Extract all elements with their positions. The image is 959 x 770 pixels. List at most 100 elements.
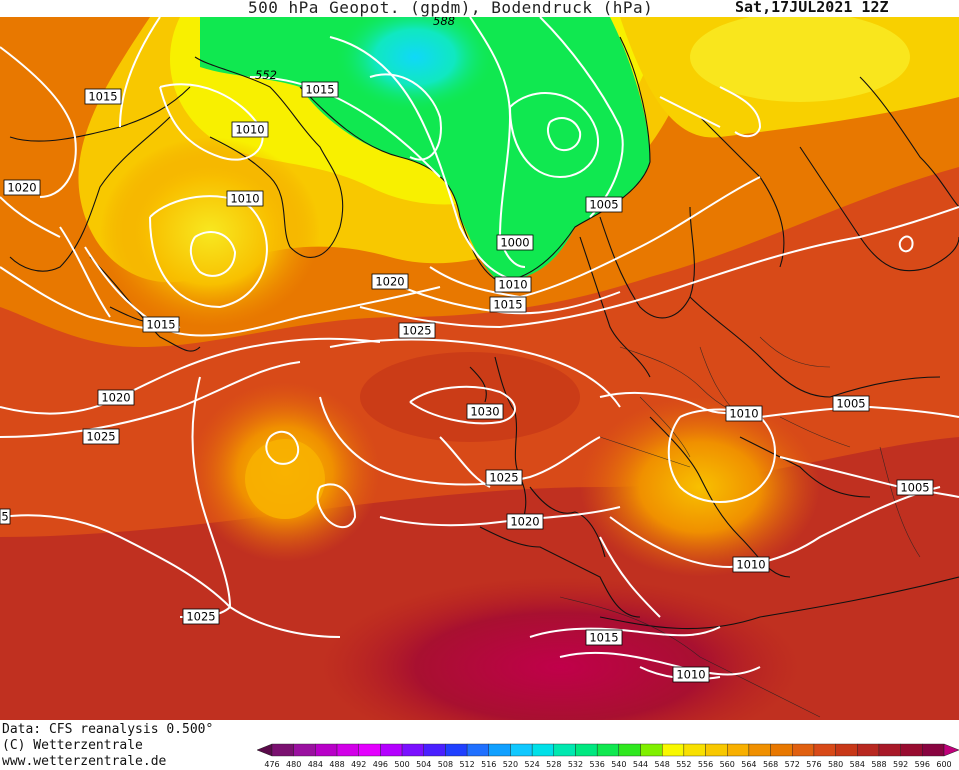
isobar-label: 1005 bbox=[896, 479, 934, 496]
legend-swatch bbox=[705, 743, 728, 757]
legend-tick-label: 508 bbox=[438, 760, 453, 769]
isobar-label: 1025 bbox=[82, 428, 120, 445]
svg-text:1025: 1025 bbox=[402, 324, 431, 338]
legend-swatch bbox=[640, 743, 663, 757]
isobar-label: 1015 bbox=[585, 629, 623, 646]
isobar-label: 1015 bbox=[489, 296, 527, 313]
legend-tick-label: 584 bbox=[850, 760, 865, 769]
legend-arrow-low bbox=[257, 743, 273, 757]
isobar-label: 1020 bbox=[3, 179, 41, 196]
legend-swatch bbox=[835, 743, 858, 757]
isobar-label: 1020 bbox=[97, 389, 135, 406]
legend-swatch bbox=[878, 743, 901, 757]
legend-tick-label: 512 bbox=[459, 760, 474, 769]
field-atlantic-low-core bbox=[245, 439, 325, 519]
svg-text:1015: 1015 bbox=[88, 90, 117, 104]
legend-tick-label: 532 bbox=[568, 760, 583, 769]
isobar-label: 1025 bbox=[485, 469, 523, 486]
legend-tick-label: 596 bbox=[915, 760, 930, 769]
isobar-label: 1015 bbox=[142, 316, 180, 333]
isobar-label: 1020 bbox=[371, 273, 409, 290]
weather-map: 1015 552 1015 1010 1020 1010 1005 1000 1… bbox=[0, 17, 959, 720]
legend-swatch bbox=[770, 743, 793, 757]
legend-tick-label: 560 bbox=[720, 760, 735, 769]
map-title: 500 hPa Geopot. (gpdm), Bodendruck (hPa) bbox=[248, 0, 654, 17]
legend-tick-label: 564 bbox=[741, 760, 756, 769]
legend-tick-label: 572 bbox=[785, 760, 800, 769]
legend-swatch bbox=[380, 743, 403, 757]
isobar-label: 1010 bbox=[725, 405, 763, 422]
svg-text:1005: 1005 bbox=[589, 198, 618, 212]
legend-arrow-high bbox=[943, 743, 959, 757]
isobar-label: 1000 bbox=[496, 234, 534, 251]
svg-text:1020: 1020 bbox=[7, 181, 36, 195]
legend-tick-label: 528 bbox=[546, 760, 561, 769]
color-legend: 476 480 484 488 492 496 500 504 508 512 516 520 524 5… bbox=[257, 743, 959, 769]
svg-text:5: 5 bbox=[1, 510, 8, 524]
legend-swatch bbox=[466, 743, 489, 757]
field-ne-yellow-core bbox=[690, 17, 910, 102]
svg-text:588: 588 bbox=[433, 17, 455, 28]
legend-tick-label: 544 bbox=[633, 760, 648, 769]
isobar-label: 1020 bbox=[506, 513, 544, 530]
isobar-label: 1025 bbox=[398, 322, 436, 339]
legend-swatch bbox=[813, 743, 836, 757]
legend-tick-label: 588 bbox=[871, 760, 886, 769]
isobar-label: 1010 bbox=[672, 666, 710, 683]
legend-swatch bbox=[683, 743, 706, 757]
svg-text:1015: 1015 bbox=[493, 298, 522, 312]
isobar-label: 1005 bbox=[585, 196, 623, 213]
map-date: Sat,17JUL2021 12Z bbox=[735, 0, 889, 16]
isobar-label: 1030 bbox=[466, 403, 504, 420]
isobar-label: 1015 bbox=[84, 88, 122, 105]
legend-tick-label: 520 bbox=[503, 760, 518, 769]
legend-tick-label: 504 bbox=[416, 760, 431, 769]
svg-text:1015: 1015 bbox=[146, 318, 175, 332]
legend-tick-label: 556 bbox=[698, 760, 713, 769]
legend-swatch bbox=[423, 743, 446, 757]
legend-tick-label: 496 bbox=[373, 760, 388, 769]
legend-tick-label: 548 bbox=[655, 760, 670, 769]
isobar-label: 1005 bbox=[832, 395, 870, 412]
legend-tick-label: 500 bbox=[394, 760, 409, 769]
legend-swatch bbox=[336, 743, 359, 757]
svg-text:1010: 1010 bbox=[235, 123, 264, 137]
isobar-label: 1025 bbox=[182, 608, 220, 625]
legend-swatch bbox=[553, 743, 576, 757]
legend-swatch bbox=[727, 743, 750, 757]
isobar-label: 588 bbox=[433, 17, 455, 28]
legend-tick-label: 484 bbox=[308, 760, 323, 769]
isobars bbox=[0, 17, 959, 680]
legend-tick-label: 476 bbox=[264, 760, 279, 769]
svg-text:1015: 1015 bbox=[589, 631, 618, 645]
legend-tick-label: 580 bbox=[828, 760, 843, 769]
legend-swatch bbox=[857, 743, 880, 757]
svg-text:1025: 1025 bbox=[489, 471, 518, 485]
svg-text:1000: 1000 bbox=[500, 236, 529, 250]
legend-tick-label: 492 bbox=[351, 760, 366, 769]
svg-text:1025: 1025 bbox=[186, 610, 215, 624]
isobar-label: 1015 bbox=[301, 81, 339, 98]
isobar-label: 552 bbox=[255, 68, 277, 82]
legend-swatch bbox=[445, 743, 468, 757]
credit-website: www.wetterzentrale.de bbox=[2, 754, 167, 769]
field-uk-high bbox=[360, 352, 580, 442]
svg-text:1015: 1015 bbox=[305, 83, 334, 97]
svg-text:1020: 1020 bbox=[375, 275, 404, 289]
isobar-label: 1010 bbox=[494, 276, 532, 293]
legend-tick-label: 480 bbox=[286, 760, 301, 769]
legend-tick-label: 536 bbox=[590, 760, 605, 769]
legend-swatch bbox=[358, 743, 381, 757]
legend-tick-label: 540 bbox=[611, 760, 626, 769]
legend-swatch bbox=[792, 743, 815, 757]
svg-text:1010: 1010 bbox=[729, 407, 758, 421]
svg-text:552: 552 bbox=[255, 68, 277, 82]
legend-swatch bbox=[596, 743, 620, 757]
field-greenland-core bbox=[335, 17, 495, 112]
legend-swatch bbox=[748, 743, 771, 757]
legend-tick-label: 516 bbox=[481, 760, 496, 769]
legend-swatch bbox=[575, 743, 598, 757]
isobar-label: 1010 bbox=[732, 556, 770, 573]
legend-swatch bbox=[531, 743, 555, 757]
legend-swatch bbox=[922, 743, 945, 757]
